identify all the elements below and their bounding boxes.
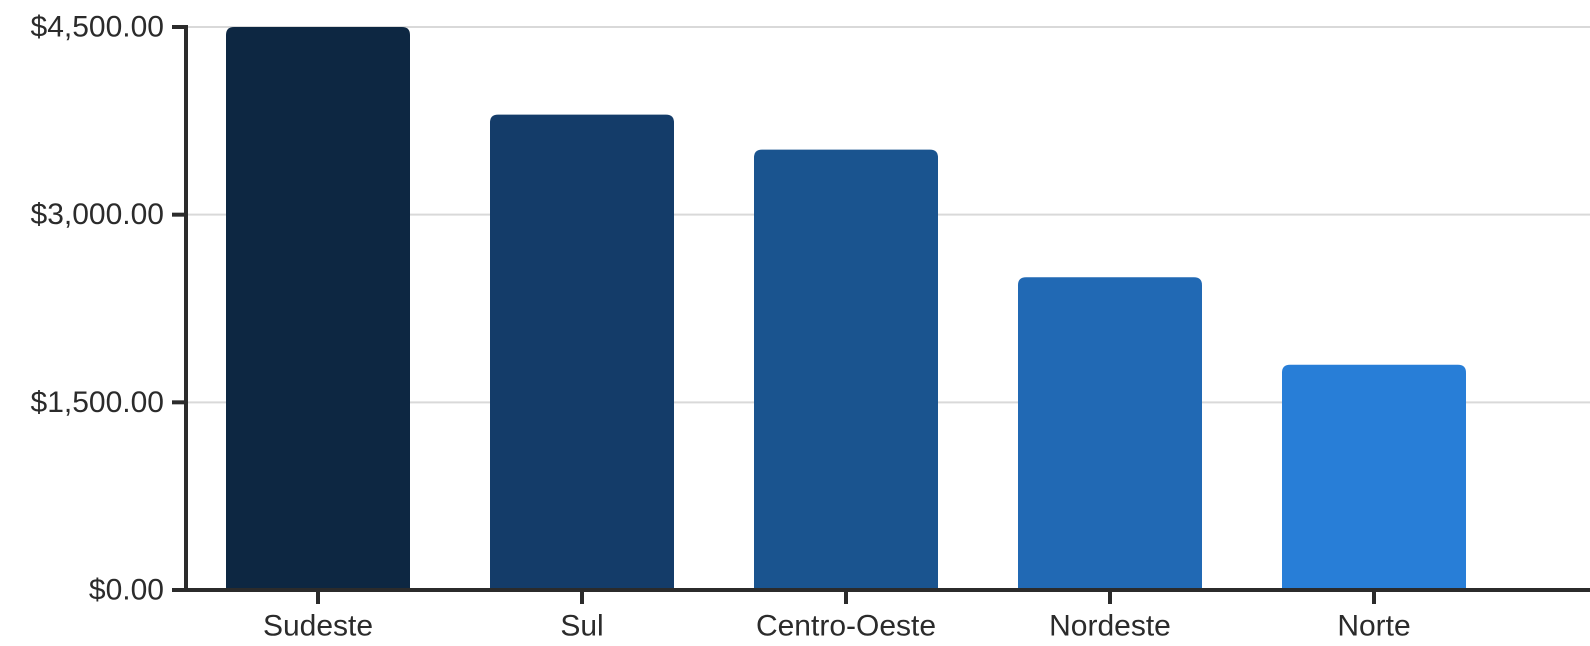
bar-norte [1282,364,1466,590]
axes [184,25,1590,592]
x-tick-label: Sul [560,610,603,643]
y-tick-label: $0.00 [89,574,164,607]
x-tick-label: Nordeste [1049,610,1171,643]
bars [226,27,1466,591]
x-tick-label: Centro-Oeste [756,610,936,643]
bar-centro-oeste [754,149,938,590]
bar-nordeste [1018,277,1202,590]
y-axis-ticks: $0.00 $1,500.00 $3,000.00 $4,500.00 [31,11,186,607]
bar-sudeste [226,27,410,590]
y-tick-label: $4,500.00 [31,11,164,44]
y-tick-label: $1,500.00 [31,386,164,419]
x-tick-label: Norte [1337,610,1410,643]
bar-sul [490,114,674,591]
y-tick-label: $3,000.00 [31,198,164,231]
x-axis-ticks: Sudeste Sul Centro-Oeste Nordeste Norte [263,590,1411,643]
x-tick-label: Sudeste [263,610,373,643]
